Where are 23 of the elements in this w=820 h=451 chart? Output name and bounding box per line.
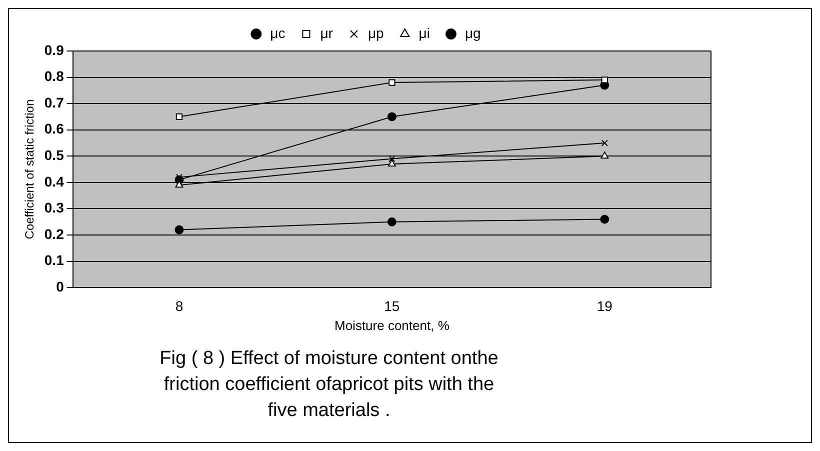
y-tick-label: 0.8 [44,68,64,84]
text: Fig ( 8 ) Effect of moisture content onthe [158,347,500,371]
y-tick-label: 0.2 [44,226,64,242]
legend-label: μp [368,24,384,41]
y-tick-label: 0 [56,278,64,294]
y-tick-label: 0.7 [44,94,64,110]
text: friction coefficient ofapricot pits with the [162,373,496,397]
x-tick-label: 15 [384,298,400,314]
legend-label: μi [418,24,430,41]
y-tick-label: 0.5 [44,147,64,164]
legend-label: μr [320,24,334,41]
x-tick-label: 8 [175,298,184,314]
text: five materials . [266,399,392,423]
legend-label: μc [270,24,286,41]
x-axis-title: Moisture content, % [334,318,450,333]
y-tick-label: 0.1 [44,252,64,268]
y-axis-title: Coefficient of static friction [22,99,37,240]
y-tick-label: 0.3 [44,200,64,216]
y-tick-label: 0.4 [44,173,64,190]
x-tick-label: 19 [596,298,613,314]
y-tick-label: 0.9 [44,42,64,58]
legend-label: μg [464,24,481,41]
y-tick-label: 0.6 [44,120,64,137]
